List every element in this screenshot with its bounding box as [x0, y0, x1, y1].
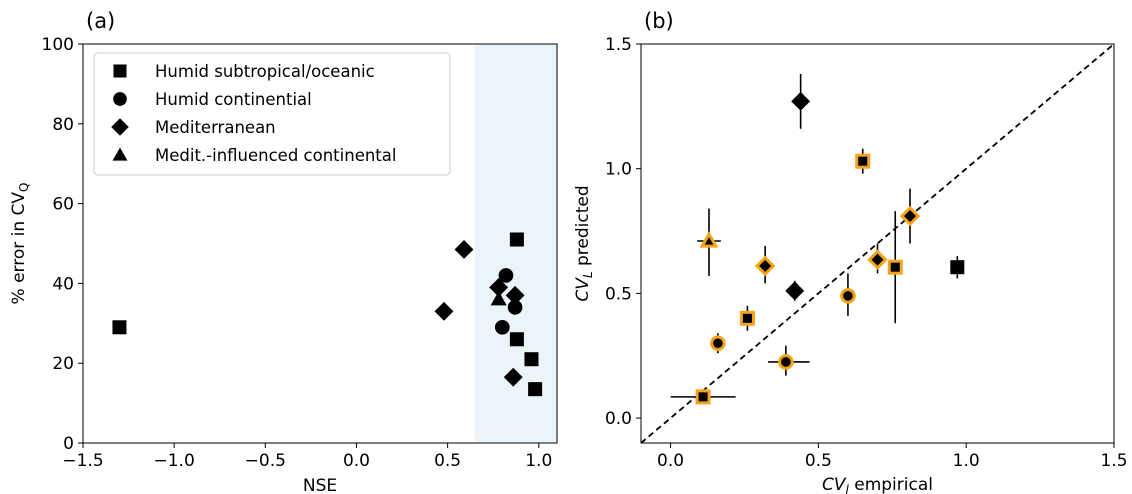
- data-point-circle: [494, 319, 510, 335]
- legend-marker-square: [113, 64, 127, 78]
- legend-marker-circle: [113, 92, 127, 106]
- y-tick-label: 0.0: [605, 409, 632, 429]
- data-point-square: [528, 382, 543, 397]
- data-point-diamond: [785, 281, 805, 301]
- data-point-diamond: [454, 240, 474, 259]
- data-point-diamond: [791, 91, 811, 111]
- data-point-diamond: [434, 301, 454, 321]
- legend-box: [93, 52, 451, 176]
- data-point-diamond: [505, 285, 525, 305]
- panel-label-a: (a): [86, 9, 115, 33]
- x-tick-label: −1.5: [62, 451, 103, 471]
- y-axis-label: % error in CVQ: [9, 183, 31, 305]
- x-tick-label: 1.0: [953, 451, 980, 471]
- y-tick-label: 0.5: [605, 284, 632, 304]
- y-tick-label: 100: [42, 35, 74, 55]
- x-tick-label: 0.0: [343, 451, 370, 471]
- y-axis-label: CVL predicted: [573, 185, 595, 301]
- data-point-circle-highlighted: [840, 288, 856, 304]
- legend-marker-diamond: [111, 118, 129, 136]
- x-tick-label: 0.5: [805, 451, 832, 471]
- legend-label: Medit.-influenced continental: [155, 146, 396, 165]
- data-point-diamond: [503, 367, 523, 387]
- x-axis-label: NSE: [303, 476, 337, 494]
- y-tick-label: 60: [52, 195, 74, 215]
- y-tick-label: 1.0: [605, 160, 632, 180]
- panel-a: −1.5 −1.0 −0.5 0.0 0.5 1.0 0 20 40 60 80 100 NSE % er…: [9, 9, 558, 494]
- data-point-circle: [507, 299, 523, 315]
- data-point-diamond-highlighted: [899, 205, 921, 227]
- legend-label: Humid continential: [155, 90, 312, 109]
- data-point-square: [509, 332, 524, 347]
- x-tick-label: −0.5: [245, 451, 286, 471]
- data-point-diamond: [489, 277, 509, 297]
- x-tick-label: 0.0: [657, 451, 684, 471]
- data-point-circle-highlighted: [710, 335, 726, 352]
- data-point-square: [112, 320, 127, 335]
- data-point-diamond-highlighted: [754, 255, 776, 277]
- y-tick-label: 40: [52, 274, 74, 294]
- x-tick-label: 1.0: [525, 451, 552, 471]
- data-point-square-highlighted: [855, 153, 871, 169]
- x-tick-label: 1.5: [1100, 451, 1127, 471]
- legend-label: Humid subtropical/oceanic: [155, 62, 375, 81]
- legend-marker-triangle: [112, 147, 128, 161]
- data-point-circle: [498, 268, 514, 283]
- y-tick-label: 0: [63, 434, 74, 454]
- data-point-square-highlighted: [695, 389, 711, 405]
- data-point-square: [509, 232, 524, 247]
- x-tick-label: 0.5: [434, 451, 461, 471]
- plot-frame: [82, 43, 558, 444]
- data-point-triangle: [490, 291, 507, 306]
- plot-frame: [640, 43, 1115, 444]
- data-point-square: [524, 352, 539, 367]
- panel-label-b: (b): [644, 9, 674, 33]
- data-point-circle-highlighted: [778, 354, 794, 370]
- data-point-square-highlighted: [739, 310, 755, 326]
- legend-label: Mediterranean: [155, 118, 276, 137]
- data-point-square-highlighted: [887, 259, 903, 275]
- panel-b: 0.0 0.5 1.0 1.5 0.0 0.5 1.0 1.5 CVl empirical CVL…: [573, 9, 1128, 494]
- data-point-triangle-highlighted: [699, 231, 719, 248]
- y-tick-label: 20: [52, 354, 74, 374]
- data-point-diamond-highlighted: [867, 249, 888, 270]
- data-point-square: [950, 260, 965, 275]
- y-tick-label: 1.5: [605, 35, 632, 55]
- y-tick-label: 80: [52, 115, 74, 135]
- x-tick-label: −1.0: [154, 451, 195, 471]
- x-axis-label: CVl empirical: [822, 475, 933, 494]
- one-to-one-line: [640, 43, 1115, 444]
